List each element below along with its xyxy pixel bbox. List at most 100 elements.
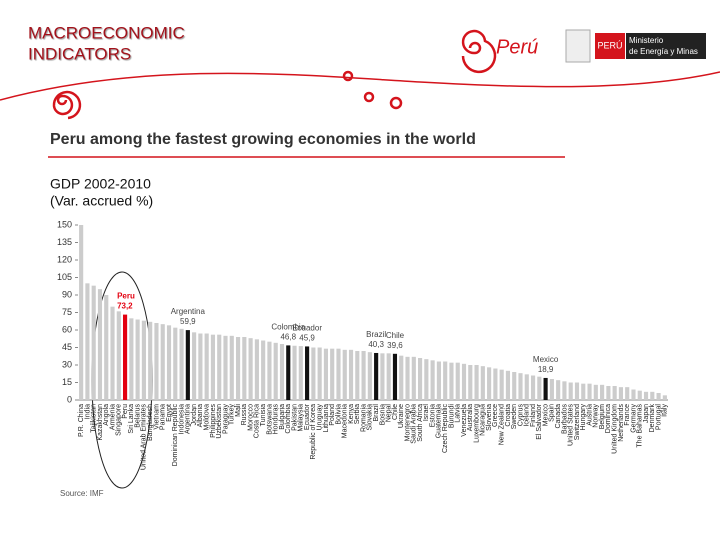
bar	[279, 344, 285, 400]
decor-curve	[0, 71, 720, 101]
bar	[110, 306, 115, 400]
x-tick-label: Japan	[643, 404, 650, 423]
x-tick-label: Tunisia	[260, 404, 267, 426]
y-tick-label: 45	[62, 342, 72, 352]
bar	[355, 351, 360, 400]
x-tick-label: Colombia	[285, 404, 292, 434]
bar	[79, 225, 84, 400]
x-tick-label: New Zealand	[499, 404, 506, 445]
bar	[217, 334, 222, 400]
x-tick-label: Bosnia	[379, 404, 386, 426]
bar	[267, 341, 272, 400]
y-tick-label: 0	[67, 394, 72, 404]
bar	[556, 380, 561, 400]
chart-subtitle: GDP 2002-2010	[50, 176, 151, 192]
x-tick-label: Dominica	[605, 404, 612, 433]
bar	[160, 324, 165, 400]
bar	[254, 339, 259, 400]
bar	[392, 353, 398, 400]
x-tick-label: Panama	[160, 404, 167, 430]
bar	[135, 319, 140, 400]
bar	[116, 311, 121, 400]
bar	[179, 328, 184, 400]
logo-badge: PERÚ	[597, 40, 622, 50]
chart-subtitle: (Var. accrued %)	[50, 193, 153, 209]
x-tick-label: Denmark	[649, 404, 656, 433]
bar	[493, 368, 498, 400]
chart-title: Peru among the fastest growing economies…	[50, 131, 476, 148]
x-tick-label: Tajikistan	[91, 404, 98, 433]
y-tick-label: 120	[57, 254, 72, 264]
bar	[97, 289, 103, 400]
bar	[505, 370, 511, 400]
x-tick-label: Barbados	[561, 404, 568, 434]
bar	[512, 372, 517, 400]
x-tick-label: Saudi Arabia	[411, 404, 418, 444]
bar	[587, 383, 592, 400]
bar	[625, 387, 630, 400]
x-tick-label: Nicaragua	[480, 404, 487, 436]
y-tick-label: 150	[57, 219, 72, 229]
x-tick-label: Macedonia	[342, 404, 349, 438]
x-tick-label: Bangladesh	[147, 404, 154, 441]
x-tick-label: Spain	[549, 404, 556, 422]
x-tick-label: Venezuela	[461, 404, 468, 437]
bar	[405, 356, 410, 400]
x-tick-label: Singapore	[116, 404, 123, 436]
bar	[248, 338, 253, 400]
x-tick-label: El Salvador	[536, 403, 543, 439]
x-tick-label: Norway	[593, 404, 600, 428]
x-tick-label: Austria	[586, 404, 593, 426]
x-tick-label: Vietnam	[153, 404, 160, 430]
bar	[166, 325, 172, 400]
bar	[210, 334, 216, 400]
bar	[91, 285, 96, 400]
y-tick-label: 15	[62, 377, 72, 387]
bar	[367, 352, 372, 400]
bar	[537, 376, 542, 400]
x-tick-label: Belgium	[599, 404, 606, 429]
bar	[185, 330, 190, 400]
bar	[192, 332, 197, 400]
bar	[198, 333, 203, 400]
header-line: MACROECONOMIC	[28, 23, 185, 42]
bar	[348, 349, 354, 400]
bar	[317, 347, 322, 400]
bar	[643, 391, 649, 400]
bar	[336, 348, 341, 400]
bar	[173, 327, 178, 400]
bar	[424, 359, 429, 400]
bar	[436, 361, 441, 400]
bar	[455, 362, 460, 400]
x-tick-label: Luxembourg	[473, 404, 480, 443]
data-label: 73,2	[117, 302, 133, 311]
logo-ministry-box	[626, 33, 706, 59]
x-tick-label: Botswana	[266, 404, 273, 435]
bar	[342, 349, 347, 400]
x-tick-label: Romania	[360, 404, 367, 432]
data-label-name: Ecuador	[292, 324, 322, 333]
data-label-name: Mexico	[533, 355, 559, 364]
y-tick-label: 90	[62, 289, 72, 299]
bar	[374, 352, 379, 400]
data-label-name: Chile	[386, 331, 405, 340]
data-label-name: Brazil	[366, 330, 386, 339]
x-tick-label: Portugal	[655, 404, 662, 431]
data-label: 18,9	[538, 365, 554, 374]
x-tick-label: Greece	[492, 404, 499, 427]
bar	[104, 295, 109, 400]
bar	[468, 365, 473, 400]
x-tick-label: Paraguay	[222, 404, 229, 434]
bar	[600, 384, 605, 400]
bar	[298, 346, 303, 400]
x-tick-label: Albania	[197, 404, 204, 427]
bar	[148, 321, 153, 400]
y-tick-label: 60	[62, 324, 72, 334]
bar	[461, 363, 467, 400]
bar	[411, 356, 416, 400]
x-tick-label: Montenegro	[404, 404, 411, 441]
x-tick-label: The Bahamas	[637, 404, 644, 448]
bar	[123, 314, 128, 400]
bar	[223, 335, 228, 400]
